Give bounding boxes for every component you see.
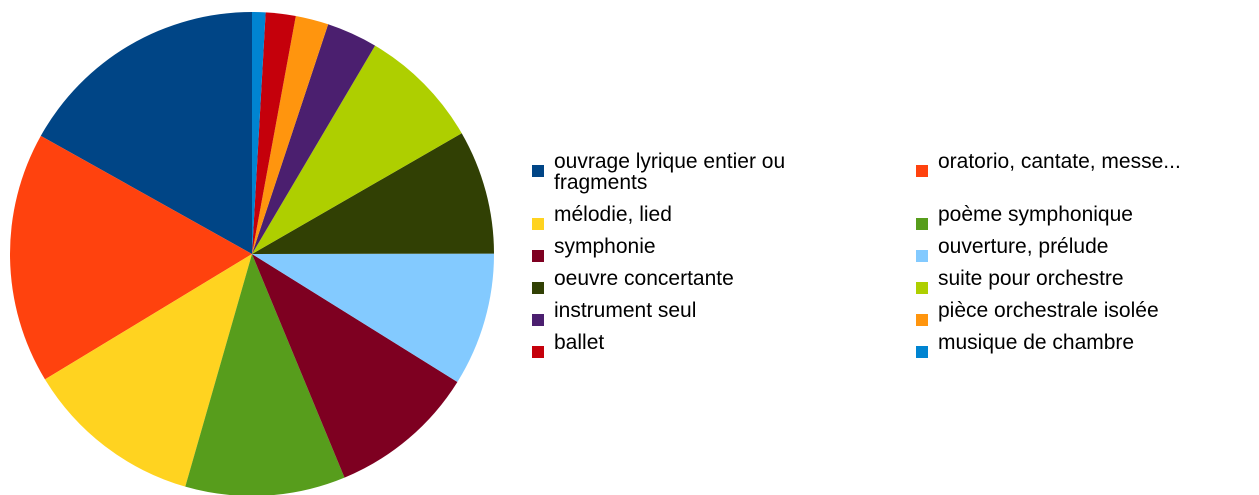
legend-label: musique de chambre xyxy=(938,331,1135,354)
legend-swatch xyxy=(532,346,544,358)
pie-slice xyxy=(10,135,253,380)
legend-label: oratorio, cantate, messe... xyxy=(938,150,1181,173)
legend-label: instrument seul xyxy=(554,299,697,322)
legend-item: oeuvre concertante xyxy=(532,267,916,294)
pie-slice xyxy=(252,133,494,254)
legend-label: mélodie, lied xyxy=(554,203,672,226)
legend-label: pièce orchestrale isolée xyxy=(938,299,1159,322)
pie-slice xyxy=(40,12,253,254)
legend-swatch xyxy=(532,218,544,230)
pie-slice xyxy=(252,24,376,254)
legend-label: ouvrage lyrique entier ou fragments xyxy=(554,150,786,194)
legend-swatch xyxy=(916,314,928,326)
legend-item: instrument seul xyxy=(532,299,916,326)
legend-item: mélodie, lied xyxy=(532,203,916,230)
legend-item: ouvrage lyrique entier ou fragments xyxy=(532,151,916,193)
legend-item: oratorio, cantate, messe... xyxy=(916,151,1246,193)
legend-swatch xyxy=(532,165,544,177)
pie-slice xyxy=(252,253,494,382)
pie-slice xyxy=(252,15,329,255)
pie-slice xyxy=(252,12,266,254)
legend-swatch xyxy=(916,282,928,294)
legend-swatch xyxy=(532,314,544,326)
pie-slice xyxy=(44,254,253,487)
legend: ouvrage lyrique entier ou fragments orato… xyxy=(532,151,1246,364)
legend-swatch xyxy=(916,250,928,262)
legend-swatch xyxy=(916,346,928,358)
legend-label: symphonie xyxy=(554,235,656,258)
pie-slice xyxy=(252,45,462,254)
legend-swatch xyxy=(916,165,928,177)
legend-item: poème symphonique xyxy=(916,203,1246,230)
legend-label: poème symphonique xyxy=(938,203,1133,226)
pie-slice xyxy=(185,254,345,495)
legend-swatch xyxy=(532,282,544,294)
pie-slice xyxy=(252,254,458,478)
legend-item: pièce orchestrale isolée xyxy=(916,299,1246,326)
pie-chart xyxy=(10,12,494,495)
legend-item: ballet xyxy=(532,331,916,358)
legend-label: oeuvre concertante xyxy=(554,267,734,290)
pie-slice xyxy=(252,12,296,255)
legend-swatch xyxy=(532,250,544,262)
legend-label: ouverture, prélude xyxy=(938,235,1109,258)
legend-item: musique de chambre xyxy=(916,331,1246,358)
legend-swatch xyxy=(916,218,928,230)
legend-item: symphonie xyxy=(532,235,916,262)
legend-label: suite pour orchestre xyxy=(938,267,1124,290)
legend-label: ballet xyxy=(554,331,605,354)
legend-item: ouverture, prélude xyxy=(916,235,1246,262)
legend-item: suite pour orchestre xyxy=(916,267,1246,294)
